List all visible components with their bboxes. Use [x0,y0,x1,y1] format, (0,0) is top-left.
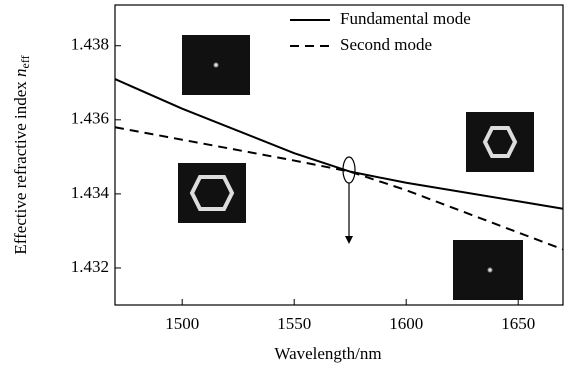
y-tick-label: 1.434 [71,183,110,202]
legend-label: Fundamental mode [340,9,471,28]
page: {"chart_data": {"type": "line", "xlabel"… [0,0,565,367]
y-tick-label: 1.432 [71,257,109,276]
mode-spot [213,62,219,68]
mode-image [178,163,246,223]
y-label-subscript: eff [18,55,32,68]
y-tick-label: 1.436 [71,109,109,128]
x-tick-label: 1500 [165,314,199,333]
y-label-text: Effective refractive index [11,81,30,255]
x-axis-label: Wavelength/nm [274,344,381,363]
mode-spot [487,267,493,273]
legend-label: Second mode [340,35,432,54]
x-tick-label: 1550 [277,314,311,333]
y-axis-label: Effective refractive index neff [11,55,32,254]
x-tick-label: 1600 [389,314,423,333]
arrow-head [345,236,353,244]
mode-image [466,112,534,172]
chart: Wavelength/nm Effective refractive index… [0,0,565,367]
insets [178,35,534,300]
y-label-symbol: n [11,68,30,77]
x-tick-label: 1650 [501,314,535,333]
y-tick-label: 1.438 [71,35,109,54]
